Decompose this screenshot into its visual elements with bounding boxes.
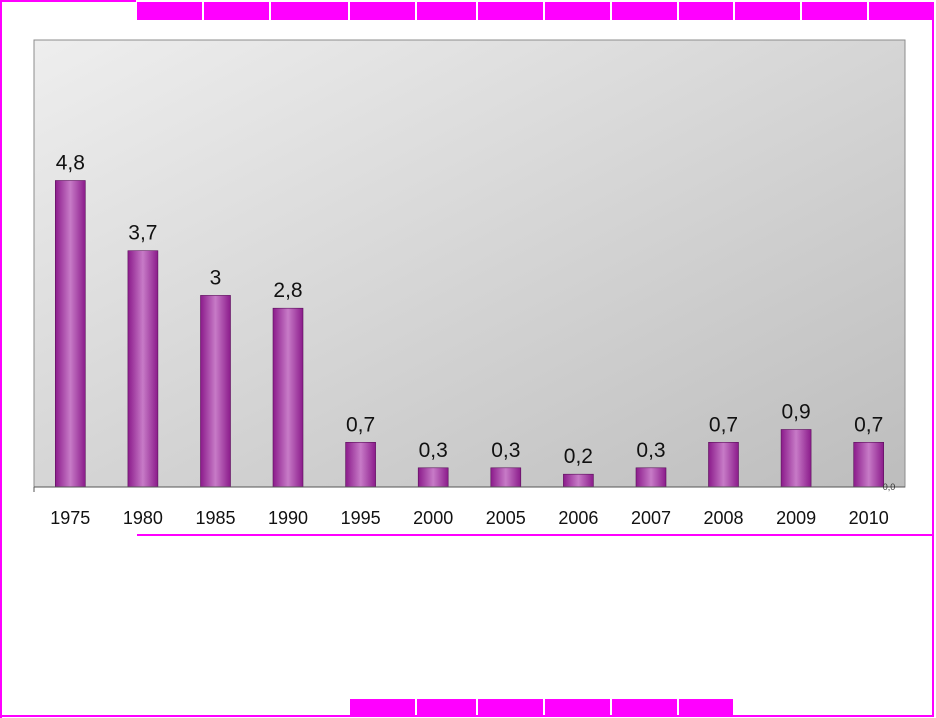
- footer-cell: [417, 699, 476, 716]
- bar-2010: [853, 441, 885, 488]
- footer-cell: [679, 699, 733, 716]
- x-tick-label-2010: 2010: [849, 508, 889, 528]
- data-label-2006: 0,2: [564, 445, 593, 468]
- data-label-2000: 0,3: [419, 439, 448, 462]
- x-tick-label-2007: 2007: [631, 508, 671, 528]
- bar-2006: [563, 473, 594, 488]
- data-label-2010: 0,7: [854, 413, 883, 436]
- frame-top-left-border: [0, 0, 136, 2]
- header-cell: [204, 2, 269, 20]
- x-tick-label-1975: 1975: [50, 508, 90, 528]
- x-tick-label-2008: 2008: [703, 508, 743, 528]
- bar-1990: [272, 307, 304, 488]
- bar-2005: [490, 467, 522, 488]
- x-tick-label-2005: 2005: [486, 508, 526, 528]
- data-label-2007: 0,3: [636, 439, 665, 462]
- bar-1980: [127, 250, 159, 488]
- data-label-1995: 0,7: [346, 413, 375, 436]
- footer-cell: [350, 699, 415, 716]
- bar-2007: [635, 467, 667, 488]
- bar-1995: [345, 441, 376, 488]
- header-cell: [545, 2, 610, 20]
- frame-left-border: [0, 2, 2, 718]
- data-label-1980: 3,7: [128, 222, 157, 245]
- plot-area: [33, 39, 906, 488]
- header-cell: [417, 2, 476, 20]
- x-tick-label-1985: 1985: [195, 508, 235, 528]
- footer-cell: [612, 699, 677, 716]
- frame-bottom-border: [0, 715, 934, 717]
- data-label-1975: 4,8: [56, 152, 85, 175]
- bar-1985: [200, 295, 231, 488]
- x-tick-labels-group: 1975 1980 1985 1990 1995 2000 2005 2006 2007 2008…: [50, 508, 888, 528]
- data-label-1990: 2,8: [273, 279, 302, 302]
- x-tick-label-1995: 1995: [341, 508, 381, 528]
- header-cell: [137, 2, 202, 20]
- data-label-2009: 0,9: [781, 401, 810, 424]
- axis-zero-label: 0,0: [883, 482, 896, 492]
- frame-right-border: [932, 20, 934, 716]
- header-cell: [612, 2, 677, 20]
- x-tick-label-2000: 2000: [413, 508, 453, 528]
- bar-2009: [780, 429, 812, 488]
- x-tick-label-1980: 1980: [123, 508, 163, 528]
- data-label-2008: 0,7: [709, 413, 738, 436]
- header-cell: [679, 2, 733, 20]
- data-label-1985: 3: [210, 266, 222, 289]
- bar-2008: [708, 441, 739, 488]
- data-label-2005: 0,3: [491, 439, 520, 462]
- x-tick-label-2006: 2006: [558, 508, 598, 528]
- x-tick-label-1990: 1990: [268, 508, 308, 528]
- bar-2000: [417, 467, 449, 488]
- chart-underline: [137, 534, 934, 536]
- data-labels-group: 4,8 3,7 3 2,8 0,7 0,3 0,3 0,2 0,3 0,7 0,9 0,7: [56, 152, 884, 469]
- bar-1975: [54, 180, 86, 488]
- header-cell: [735, 2, 800, 20]
- header-cell: [350, 2, 415, 20]
- header-cell: [271, 2, 348, 20]
- header-cell: [869, 2, 934, 20]
- footer-cell: [545, 699, 610, 716]
- x-tick-label-2009: 2009: [776, 508, 816, 528]
- header-cell: [478, 2, 543, 20]
- footer-cell: [478, 699, 543, 716]
- header-cell: [802, 2, 867, 20]
- bars-group: [54, 180, 885, 488]
